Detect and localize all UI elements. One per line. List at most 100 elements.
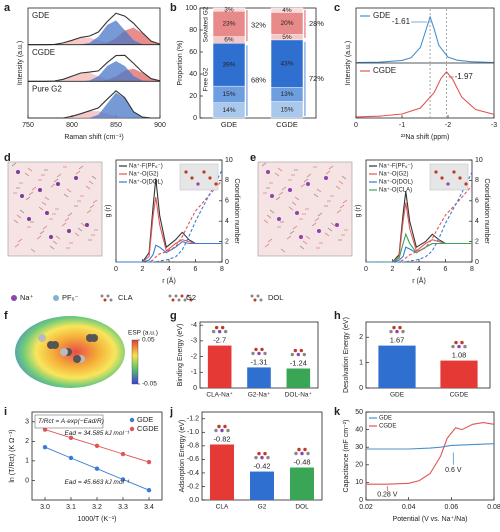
peak-label: -1.61 bbox=[392, 17, 411, 26]
component-area bbox=[28, 20, 160, 45]
legend-label: Na⁺-O(CLA) bbox=[379, 187, 412, 194]
md-bond bbox=[292, 225, 298, 230]
plot-frame bbox=[365, 321, 491, 389]
md-bond bbox=[14, 243, 20, 248]
y2-tick-label: 10 bbox=[475, 157, 483, 164]
legend-label: CGDE bbox=[373, 66, 396, 75]
inset-atom bbox=[434, 170, 438, 174]
side-label: Free G2 bbox=[203, 67, 210, 91]
molecule-atom bbox=[392, 325, 396, 330]
x-axis-label: r (Å) bbox=[412, 276, 426, 285]
y2-tick-label: 8 bbox=[475, 177, 479, 184]
md-ion bbox=[277, 217, 281, 221]
x-tick-label: 3.4 bbox=[144, 504, 154, 511]
md-ion bbox=[335, 223, 339, 227]
md-inset bbox=[429, 163, 469, 191]
legend-icon bbox=[109, 298, 113, 302]
side-label: Solvated G2 bbox=[203, 6, 210, 42]
legend-icon bbox=[183, 298, 187, 302]
molecule-atom bbox=[303, 447, 307, 452]
molecule-atom bbox=[257, 351, 261, 356]
y-axis-label: Capacitance (mF cm⁻²) bbox=[343, 420, 350, 493]
md-bond bbox=[28, 191, 34, 196]
x-tick-label: -1 bbox=[399, 122, 405, 129]
legend-label: Na⁺-O(G2) bbox=[129, 171, 159, 178]
point bbox=[68, 435, 74, 441]
y-tick-label: -1 bbox=[191, 369, 197, 376]
x-tick-label: G2-Na⁺ bbox=[248, 392, 271, 399]
x-tick-label: 4 bbox=[167, 266, 171, 273]
cn-line bbox=[366, 171, 473, 263]
point bbox=[42, 445, 48, 450]
data-line bbox=[355, 71, 495, 118]
x-tick-label: 6 bbox=[444, 266, 448, 273]
data-line bbox=[366, 422, 495, 485]
x-axis-label: Potential (V vs. Na⁺/Na) bbox=[393, 516, 468, 523]
x-tick-label: -2 bbox=[445, 122, 451, 129]
x-axis-label: ²³Na shift (ppm) bbox=[401, 134, 450, 141]
y2-tick-label: 6 bbox=[475, 198, 479, 205]
bar bbox=[440, 360, 478, 388]
legend-label: Na⁺-F(PF₆⁻) bbox=[379, 163, 413, 170]
x-tick-label: 0.04 bbox=[402, 504, 416, 511]
molecule-atom bbox=[214, 428, 218, 433]
y-tick-label: 30 bbox=[355, 444, 363, 451]
point bbox=[68, 455, 74, 461]
md-bond bbox=[324, 232, 330, 237]
bar bbox=[290, 467, 314, 500]
molecule-atom bbox=[460, 340, 464, 345]
md-bond bbox=[327, 227, 333, 232]
md-bond bbox=[88, 180, 94, 185]
y-tick-label: 40 bbox=[355, 426, 363, 433]
md-bond bbox=[311, 222, 317, 227]
point bbox=[94, 466, 100, 471]
md-bond bbox=[275, 196, 281, 201]
bar-segment bbox=[270, 7, 304, 13]
y-axis-label: g (r) bbox=[355, 205, 362, 218]
value-label: -2.7 bbox=[213, 336, 226, 345]
x-tick-label: DOL-Na⁺ bbox=[285, 392, 313, 399]
x-tick-label: 3.2 bbox=[92, 504, 102, 511]
md-bond bbox=[13, 219, 19, 224]
y-tick-label: -0.2 bbox=[187, 483, 199, 490]
x-tick-label: 4 bbox=[417, 266, 421, 273]
annotation: 32% bbox=[251, 21, 266, 30]
y-tick-label: 0.0 bbox=[189, 497, 199, 504]
point bbox=[42, 427, 48, 432]
x-tick-label: 0 bbox=[354, 122, 358, 129]
x-tick-label: 8 bbox=[470, 266, 474, 273]
molecule-atom bbox=[398, 325, 402, 330]
md-bond bbox=[75, 170, 81, 175]
x-tick-label: 850 bbox=[110, 122, 122, 129]
formula: T/Rct = A·exp(−Ead/R) bbox=[38, 418, 104, 425]
annotation: 0.28 V bbox=[377, 492, 398, 499]
bar-segment bbox=[270, 39, 304, 88]
md-bond bbox=[325, 170, 331, 175]
value-label: 15% bbox=[280, 106, 293, 113]
molecule-atom bbox=[223, 424, 227, 429]
legend-label: GDE bbox=[137, 415, 153, 424]
md-bond bbox=[303, 178, 309, 183]
x-tick-label: 3.3 bbox=[118, 504, 128, 511]
x-tick-label: 0.06 bbox=[445, 504, 459, 511]
md-bond bbox=[305, 235, 311, 240]
value-label: -0.48 bbox=[293, 457, 310, 466]
bar-segment bbox=[212, 7, 246, 12]
md-bond bbox=[314, 217, 320, 222]
value-label: 5% bbox=[282, 34, 292, 41]
md-bond bbox=[53, 178, 59, 183]
md-ion bbox=[317, 229, 321, 233]
x-tick-label: DOL bbox=[295, 504, 309, 511]
md-bond bbox=[317, 212, 323, 217]
esp-atom bbox=[73, 355, 81, 363]
md-bond bbox=[11, 162, 17, 167]
md-ion bbox=[49, 235, 53, 239]
data-line bbox=[116, 197, 222, 263]
legend-row-label: PF₆⁻ bbox=[62, 293, 79, 302]
md-inset bbox=[179, 163, 219, 191]
md-bond bbox=[266, 214, 272, 219]
legend-icon bbox=[53, 295, 59, 301]
legend-icon bbox=[11, 295, 17, 301]
molecule-atom bbox=[260, 347, 264, 352]
md-bond bbox=[89, 204, 95, 209]
